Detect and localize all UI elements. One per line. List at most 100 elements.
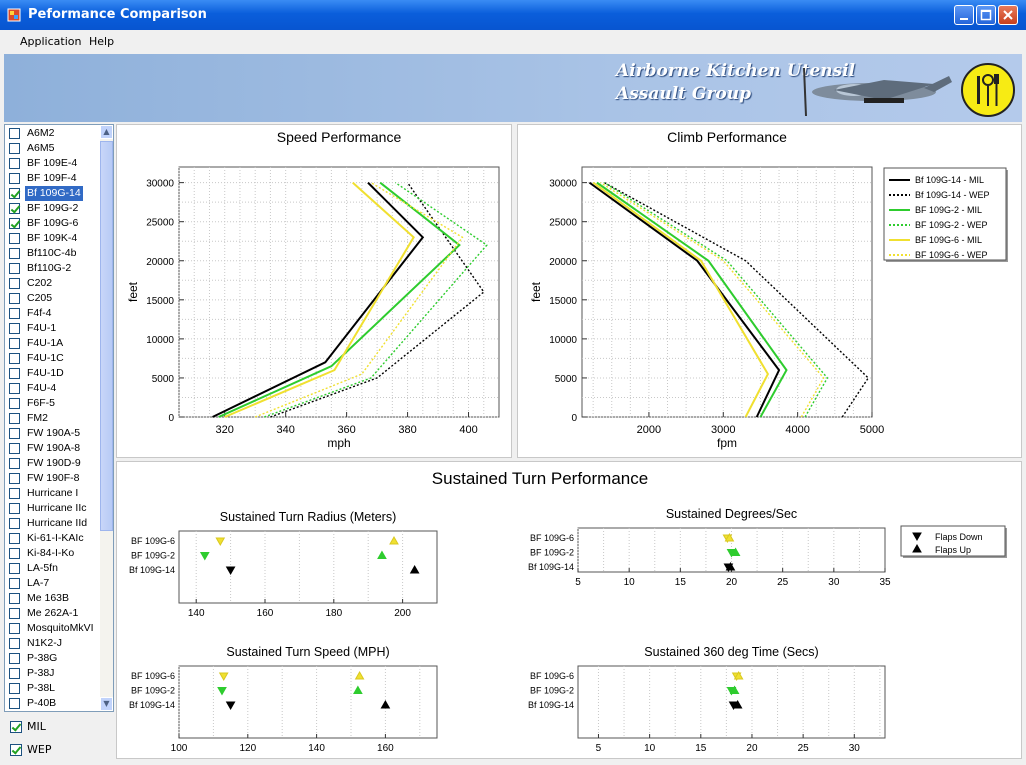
close-button[interactable]: [998, 5, 1018, 25]
aircraft-item[interactable]: F4U-4: [7, 381, 99, 396]
aircraft-item[interactable]: FW 190A-5: [7, 426, 99, 441]
time360-title: Sustained 360 deg Time (Secs): [644, 645, 818, 659]
aircraft-item[interactable]: C202: [7, 276, 99, 291]
aircraft-checkbox[interactable]: [9, 623, 20, 634]
aircraft-checkbox[interactable]: [9, 128, 20, 139]
aircraft-checkbox[interactable]: [9, 473, 20, 484]
aircraft-item[interactable]: F4U-1D: [7, 366, 99, 381]
aircraft-checkbox[interactable]: [9, 578, 20, 589]
aircraft-checkbox[interactable]: [9, 593, 20, 604]
aircraft-checkbox[interactable]: [9, 278, 20, 289]
aircraft-checkbox[interactable]: [9, 398, 20, 409]
mil-check-icon[interactable]: [10, 721, 22, 733]
aircraft-item[interactable]: P-38L: [7, 681, 99, 696]
aircraft-item[interactable]: F4U-1: [7, 321, 99, 336]
aircraft-item[interactable]: F4U-1A: [7, 336, 99, 351]
aircraft-checkbox[interactable]: [9, 203, 20, 214]
aircraft-checkbox[interactable]: [9, 563, 20, 574]
aircraft-label: BF 109G-6: [27, 217, 79, 229]
aircraft-checkbox[interactable]: [9, 233, 20, 244]
aircraft-item[interactable]: F4f-4: [7, 306, 99, 321]
aircraft-checkbox[interactable]: [9, 413, 20, 424]
aircraft-item[interactable]: Bf110C-4b: [7, 246, 99, 261]
speed-title: Speed Performance: [277, 129, 402, 145]
aircraft-label: F6F-5: [27, 397, 56, 409]
aircraft-item[interactable]: Me 262A-1: [7, 606, 99, 621]
aircraft-item[interactable]: N1K2-J: [7, 636, 99, 651]
aircraft-item[interactable]: Bf 109G-14: [7, 186, 99, 201]
climb-x-axis-label: fpm: [717, 436, 737, 450]
aircraft-item[interactable]: Hurricane I: [7, 486, 99, 501]
aircraft-item[interactable]: A6M5: [7, 141, 99, 156]
aircraft-item[interactable]: Hurricane IIc: [7, 501, 99, 516]
aircraft-item[interactable]: BF 109K-4: [7, 231, 99, 246]
aircraft-item[interactable]: A6M2: [7, 126, 99, 141]
aircraft-item[interactable]: FW 190D-9: [7, 456, 99, 471]
aircraft-item[interactable]: BF 109F-4: [7, 171, 99, 186]
aircraft-item[interactable]: FM2: [7, 411, 99, 426]
aircraft-checkbox[interactable]: [9, 173, 20, 184]
title-bar[interactable]: Peformance Comparison: [0, 0, 1026, 30]
aircraft-item[interactable]: FW 190A-8: [7, 441, 99, 456]
aircraft-checkbox[interactable]: [9, 488, 20, 499]
aircraft-checkbox[interactable]: [9, 638, 20, 649]
aircraft-checkbox[interactable]: [9, 383, 20, 394]
menu-application[interactable]: Application: [20, 35, 82, 48]
aircraft-checkbox[interactable]: [9, 503, 20, 514]
aircraft-checkbox[interactable]: [9, 458, 20, 469]
aircraft-item[interactable]: BF 109G-6: [7, 216, 99, 231]
aircraft-checkbox[interactable]: [9, 518, 20, 529]
aircraft-item[interactable]: Hurricane IId: [7, 516, 99, 531]
aircraft-item[interactable]: BF 109E-4: [7, 156, 99, 171]
aircraft-item[interactable]: P-40B: [7, 696, 99, 711]
list-scrollbar[interactable]: ▲ ▼: [100, 125, 113, 711]
aircraft-checkbox[interactable]: [9, 338, 20, 349]
scroll-up-icon[interactable]: ▲: [100, 125, 113, 139]
aircraft-item[interactable]: F4U-1C: [7, 351, 99, 366]
aircraft-item[interactable]: Ki-84-I-Ko: [7, 546, 99, 561]
aircraft-item[interactable]: Bf110G-2: [7, 261, 99, 276]
aircraft-item[interactable]: Ki-61-I-KAIc: [7, 531, 99, 546]
aircraft-checkbox[interactable]: [9, 653, 20, 664]
aircraft-checkbox[interactable]: [9, 308, 20, 319]
aircraft-item[interactable]: F6F-5: [7, 396, 99, 411]
aircraft-checkbox[interactable]: [9, 143, 20, 154]
aircraft-item[interactable]: MosquitoMkVI: [7, 621, 99, 636]
aircraft-checkbox[interactable]: [9, 293, 20, 304]
aircraft-checkbox[interactable]: [9, 548, 20, 559]
scroll-down-icon[interactable]: ▼: [100, 697, 113, 711]
aircraft-checkbox[interactable]: [9, 443, 20, 454]
aircraft-checkbox[interactable]: [9, 683, 20, 694]
wep-checkbox[interactable]: WEP: [4, 739, 114, 761]
aircraft-checkbox[interactable]: [9, 248, 20, 259]
aircraft-checkbox[interactable]: [9, 218, 20, 229]
aircraft-list[interactable]: P-40B P-38L P-38J P-38G N1K2-J MosquitoMkVI Me…: [4, 124, 114, 712]
aircraft-checkbox[interactable]: [9, 368, 20, 379]
minimize-button[interactable]: [954, 5, 974, 25]
aircraft-item[interactable]: BF 109G-2: [7, 201, 99, 216]
turn_radius-marker: [215, 537, 226, 547]
aircraft-checkbox[interactable]: [9, 188, 20, 199]
wep-check-icon[interactable]: [10, 744, 22, 756]
aircraft-checkbox[interactable]: [9, 668, 20, 679]
aircraft-checkbox[interactable]: [9, 533, 20, 544]
aircraft-checkbox[interactable]: [9, 608, 20, 619]
airplane-image: [803, 67, 952, 117]
aircraft-item[interactable]: P-38J: [7, 666, 99, 681]
mil-checkbox[interactable]: MIL: [4, 716, 114, 738]
aircraft-checkbox[interactable]: [9, 323, 20, 334]
aircraft-checkbox[interactable]: [9, 353, 20, 364]
aircraft-item[interactable]: FW 190F-8: [7, 471, 99, 486]
aircraft-checkbox[interactable]: [9, 428, 20, 439]
scroll-thumb[interactable]: [100, 141, 113, 531]
aircraft-item[interactable]: C205: [7, 291, 99, 306]
aircraft-checkbox[interactable]: [9, 698, 20, 709]
aircraft-item[interactable]: LA-5fn: [7, 561, 99, 576]
aircraft-item[interactable]: P-38G: [7, 651, 99, 666]
menu-help[interactable]: Help: [89, 35, 115, 48]
aircraft-item[interactable]: Me 163B: [7, 591, 99, 606]
aircraft-checkbox[interactable]: [9, 263, 20, 274]
aircraft-item[interactable]: LA-7: [7, 576, 99, 591]
maximize-button[interactable]: [976, 5, 996, 25]
aircraft-checkbox[interactable]: [9, 158, 20, 169]
